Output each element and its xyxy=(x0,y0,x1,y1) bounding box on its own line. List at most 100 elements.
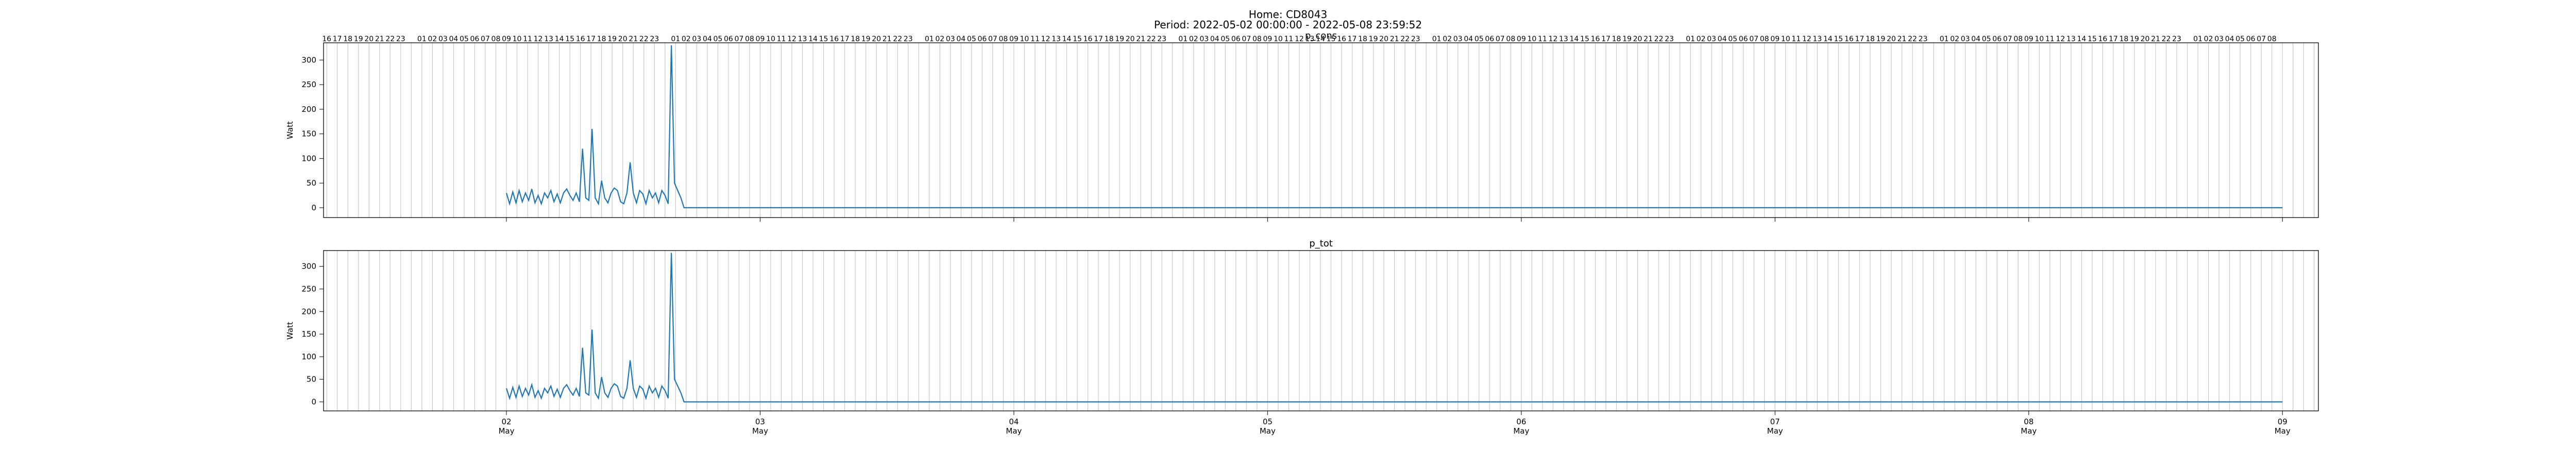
x-tick-label: 02 xyxy=(501,417,511,426)
top-hour-tick-label: 09 xyxy=(2024,35,2033,43)
top-hour-tick-label: 16 xyxy=(322,35,331,43)
y-tick-label: 200 xyxy=(301,307,316,316)
top-hour-tick-label: 06 xyxy=(1739,35,1748,43)
top-hour-tick-label: 11 xyxy=(1284,35,1294,43)
top-hour-tick-label: 06 xyxy=(1485,35,1494,43)
top-hour-tick-label: 08 xyxy=(1760,35,1769,43)
top-hour-tick-label: 17 xyxy=(1348,35,1357,43)
axes-frame xyxy=(323,42,2319,218)
top-hour-tick-label: 15 xyxy=(565,35,574,43)
top-hour-tick-label: 23 xyxy=(1411,35,1420,43)
top-hour-tick-label: 17 xyxy=(1855,35,1865,43)
top-hour-tick-label: 08 xyxy=(745,35,754,43)
top-hour-tick-label: 06 xyxy=(1992,35,2002,43)
top-hour-tick-label: 05 xyxy=(2235,35,2245,43)
top-hour-tick-label: 04 xyxy=(1210,35,1219,43)
top-hour-tick-label: 12 xyxy=(1041,35,1050,43)
top-hour-tick-label: 02 xyxy=(428,35,437,43)
top-hour-tick-label: 22 xyxy=(1908,35,1917,43)
x-tick-label: 07 xyxy=(1770,417,1780,426)
axes-frame xyxy=(323,250,2319,411)
y-tick-label: 0 xyxy=(311,397,316,406)
top-hour-tick-label: 13 xyxy=(1306,35,1315,43)
top-hour-tick-label: 11 xyxy=(1538,35,1547,43)
top-hour-tick-label: 18 xyxy=(1358,35,1367,43)
top-hour-tick-label: 18 xyxy=(851,35,860,43)
y-axis-label: Watt xyxy=(285,322,295,340)
top-hour-tick-label: 19 xyxy=(1622,35,1632,43)
top-hour-tick-label: 17 xyxy=(2109,35,2118,43)
top-hour-tick-label: 06 xyxy=(470,35,480,43)
series-line xyxy=(505,45,2283,208)
top-hour-tick-label: 11 xyxy=(523,35,532,43)
top-hour-tick-label: 02 xyxy=(1950,35,1959,43)
y-tick-label: 100 xyxy=(301,154,316,163)
top-hour-tick-label: 18 xyxy=(1105,35,1114,43)
top-hour-tick-label: 01 xyxy=(1178,35,1188,43)
top-hour-tick-label: 05 xyxy=(1982,35,1991,43)
top-hour-tick-label: 16 xyxy=(576,35,585,43)
top-hour-tick-label: 03 xyxy=(1453,35,1463,43)
top-hour-tick-label: 15 xyxy=(1073,35,1082,43)
top-hour-tick-label: 07 xyxy=(2257,35,2266,43)
top-hour-tick-label: 14 xyxy=(1316,35,1325,43)
top-hour-tick-label: 20 xyxy=(1887,35,1896,43)
top-hour-tick-label: 16 xyxy=(829,35,839,43)
top-hour-tick-label: 13 xyxy=(2066,35,2076,43)
top-hour-tick-label: 14 xyxy=(555,35,564,43)
top-hour-tick-label: 20 xyxy=(1633,35,1642,43)
top-hour-tick-label: 17 xyxy=(333,35,342,43)
top-hour-tick-label: 15 xyxy=(1834,35,1843,43)
top-hour-tick-label: 04 xyxy=(1971,35,1980,43)
top-hour-tick-label: 03 xyxy=(1199,35,1209,43)
top-hour-tick-label: 10 xyxy=(1527,35,1536,43)
top-hour-tick-label: 12 xyxy=(534,35,543,43)
top-hour-tick-label: 01 xyxy=(671,35,680,43)
top-hour-tick-label: 20 xyxy=(872,35,881,43)
top-hour-tick-label: 04 xyxy=(2225,35,2234,43)
top-hour-tick-label: 06 xyxy=(1231,35,1241,43)
top-hour-tick-label: 18 xyxy=(343,35,352,43)
top-hour-tick-label: 01 xyxy=(1686,35,1695,43)
top-hour-tick-label: 20 xyxy=(1126,35,1135,43)
top-hour-tick-label: 20 xyxy=(364,35,374,43)
top-hour-tick-label: 14 xyxy=(1570,35,1579,43)
x-tick-sublabel: May xyxy=(1767,426,1783,436)
top-hour-tick-label: 06 xyxy=(977,35,987,43)
top-hour-tick-label: 21 xyxy=(629,35,638,43)
x-tick-sublabel: May xyxy=(752,426,768,436)
y-tick-label: 150 xyxy=(301,129,316,139)
x-tick-sublabel: May xyxy=(2021,426,2037,436)
top-hour-tick-label: 12 xyxy=(1802,35,1811,43)
y-tick-label: 50 xyxy=(307,375,316,384)
top-hour-tick-label: 21 xyxy=(2151,35,2160,43)
top-hour-tick-label: 08 xyxy=(1506,35,1515,43)
top-hour-tick-label: 10 xyxy=(1274,35,1283,43)
top-hour-tick-label: 13 xyxy=(1812,35,1822,43)
top-hour-tick-label: 03 xyxy=(2214,35,2224,43)
top-hour-tick-label: 22 xyxy=(639,35,649,43)
top-hour-tick-label: 09 xyxy=(1517,35,1526,43)
top-hour-tick-label: 07 xyxy=(2003,35,2012,43)
top-hour-tick-label: 09 xyxy=(502,35,511,43)
top-hour-tick-label: 08 xyxy=(2267,35,2277,43)
top-hour-tick-label: 06 xyxy=(2246,35,2256,43)
top-hour-tick-label: 14 xyxy=(1062,35,1072,43)
top-hour-tick-label: 19 xyxy=(861,35,871,43)
y-tick-label: 150 xyxy=(301,329,316,339)
top-hour-tick-label: 02 xyxy=(1697,35,1706,43)
top-hour-tick-label: 14 xyxy=(808,35,818,43)
top-hour-tick-label: 13 xyxy=(1559,35,1568,43)
top-hour-tick-label: 02 xyxy=(1189,35,1198,43)
top-hour-tick-label: 05 xyxy=(1221,35,1230,43)
top-hour-tick-label: 16 xyxy=(1844,35,1854,43)
y-tick-label: 200 xyxy=(301,105,316,114)
top-hour-tick-label: 16 xyxy=(1591,35,1600,43)
top-hour-tick-label: 05 xyxy=(967,35,976,43)
top-hour-tick-label: 18 xyxy=(597,35,606,43)
series-line xyxy=(505,253,2283,403)
y-axis-label: Watt xyxy=(285,121,295,139)
top-hour-tick-label: 01 xyxy=(417,35,427,43)
top-hour-tick-label: 03 xyxy=(438,35,448,43)
